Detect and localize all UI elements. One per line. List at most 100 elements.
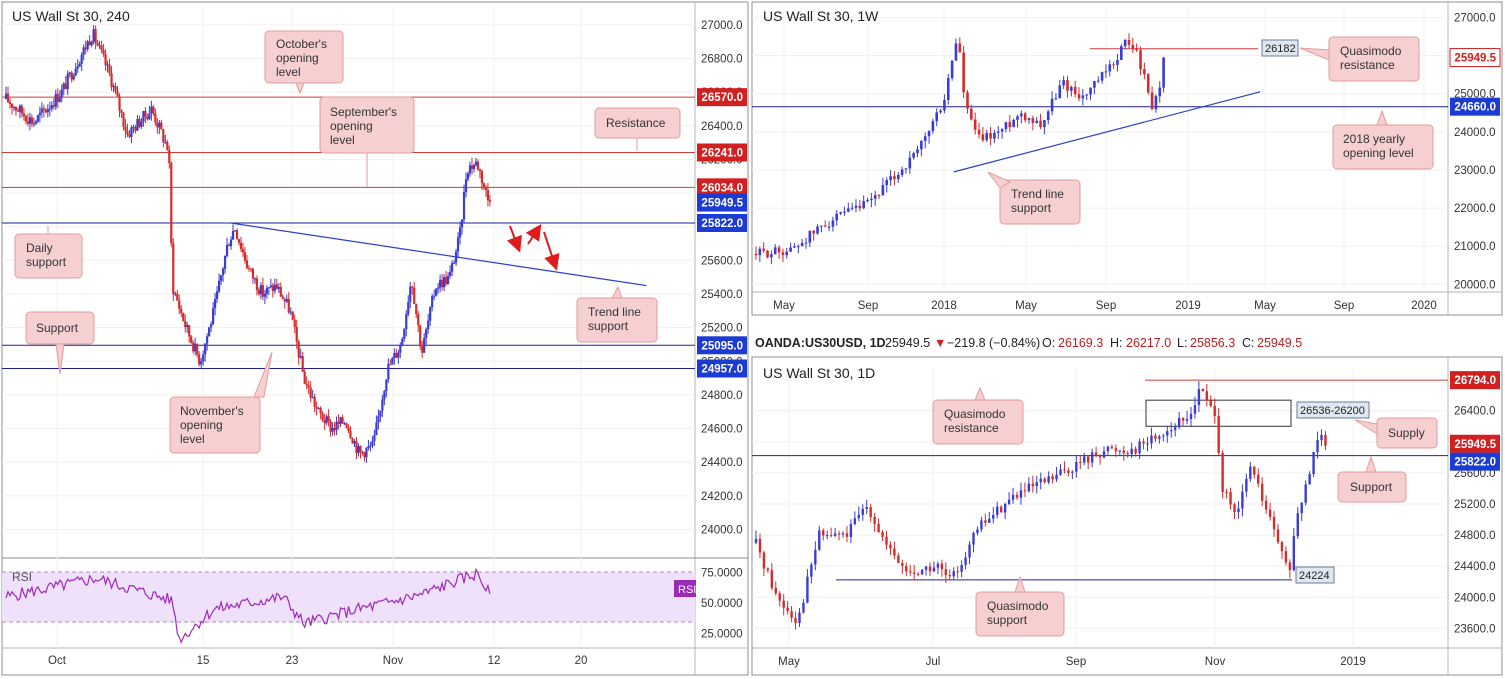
candle-body — [301, 355, 304, 372]
x-tick-label: Nov — [1205, 656, 1226, 668]
projection-arrows — [506, 224, 560, 271]
candle-body — [1253, 466, 1256, 475]
candle-body — [785, 251, 789, 256]
candle-body — [345, 423, 348, 428]
candle-body — [472, 165, 476, 169]
y-tick-label: 26400.0 — [701, 121, 743, 133]
candle-body — [1047, 476, 1050, 483]
candle-body — [841, 533, 845, 535]
candle-body — [1280, 542, 1284, 552]
candle-body — [86, 41, 89, 50]
x-tick-label: Sep — [1066, 656, 1086, 668]
candle-body — [1118, 450, 1122, 452]
candle-body — [1106, 446, 1110, 452]
candle-body — [798, 612, 801, 623]
candle-body — [397, 352, 400, 358]
candle-body — [1193, 405, 1197, 414]
candle-body — [796, 246, 800, 248]
candle-body — [900, 169, 904, 175]
price-badge-label: 24957.0 — [701, 364, 743, 376]
candle-body — [355, 441, 358, 453]
x-tick-label: Sep — [1096, 300, 1116, 312]
candle-body — [154, 113, 157, 123]
candle-body — [1209, 400, 1212, 407]
candle-body — [770, 570, 774, 588]
price-badge-label: 26034.0 — [701, 182, 743, 194]
candle-body — [924, 566, 928, 570]
candle-body — [413, 287, 416, 305]
candle-body — [1081, 95, 1085, 99]
x-tick-label: 2019 — [1340, 656, 1366, 668]
candle-body — [476, 161, 480, 170]
candle-body — [827, 226, 831, 228]
candle-body — [313, 397, 316, 408]
candle-body — [1059, 469, 1062, 475]
callout-daily-support: Support — [1337, 455, 1407, 503]
h-value: 26217.0 — [1126, 336, 1171, 350]
candle-body — [427, 320, 430, 330]
candle-body — [144, 110, 147, 117]
candle-body — [1158, 87, 1162, 97]
x-tick-label: Sep — [858, 300, 878, 312]
candle-body — [341, 417, 344, 424]
candle-body — [1085, 94, 1088, 96]
candle-body — [213, 298, 217, 309]
candle-body — [178, 300, 181, 309]
candle-body — [980, 520, 983, 530]
candle-body — [861, 508, 864, 515]
candle-body — [1296, 513, 1299, 537]
candle-body — [850, 207, 854, 209]
candle-body — [446, 275, 450, 285]
candle-body — [299, 355, 302, 358]
candle-body — [429, 307, 432, 321]
candle-body — [401, 338, 404, 346]
candle-body — [806, 576, 809, 603]
candle-body — [1170, 429, 1173, 432]
candle-body — [1000, 129, 1004, 132]
candle-body — [1120, 46, 1123, 60]
candle-body — [415, 304, 418, 315]
candle-body — [905, 565, 908, 572]
candle-body — [18, 105, 22, 112]
candle-body — [261, 285, 264, 297]
h-label: H: — [1110, 336, 1123, 350]
candle-body — [281, 296, 284, 299]
candle-body — [774, 587, 777, 594]
candle-body — [255, 278, 259, 290]
y-tick-label: 25200.0 — [701, 323, 743, 335]
candle-body — [257, 289, 261, 295]
candle-body — [843, 211, 846, 213]
candle-body — [1221, 452, 1224, 493]
candle-body — [1241, 491, 1244, 509]
candle-body — [935, 112, 939, 122]
candle-body — [1225, 492, 1228, 494]
candle-body — [233, 230, 237, 232]
y-tick-label: 23600.0 — [1454, 623, 1496, 635]
x-tick-label: 2020 — [1411, 300, 1437, 312]
candle-body — [458, 227, 462, 238]
candle-body — [395, 353, 398, 358]
candle-body — [818, 530, 821, 550]
candle-body — [833, 533, 837, 537]
rsi-axis: 75.0000 50.0000 25.0000 — [701, 567, 743, 640]
candle-body — [237, 239, 241, 243]
candle-body — [251, 268, 255, 279]
candle-body — [468, 165, 472, 174]
daily-symbol: OANDA:US30USD, 1D — [755, 336, 886, 350]
candle-body — [1023, 113, 1027, 121]
l-value: 25856.3 — [1190, 336, 1235, 350]
candle-body — [231, 231, 235, 240]
candle-body — [245, 260, 249, 268]
candle-body — [164, 141, 167, 143]
candle-body — [373, 434, 376, 442]
candle-body — [462, 192, 466, 220]
c-value: 25949.5 — [1257, 336, 1302, 350]
y-tick-label: 25400.0 — [701, 289, 743, 301]
weekly-candles — [754, 33, 1165, 265]
candle-body — [873, 517, 876, 524]
candle-body — [846, 208, 850, 212]
candle-body — [287, 298, 290, 313]
candle-body — [48, 108, 51, 110]
